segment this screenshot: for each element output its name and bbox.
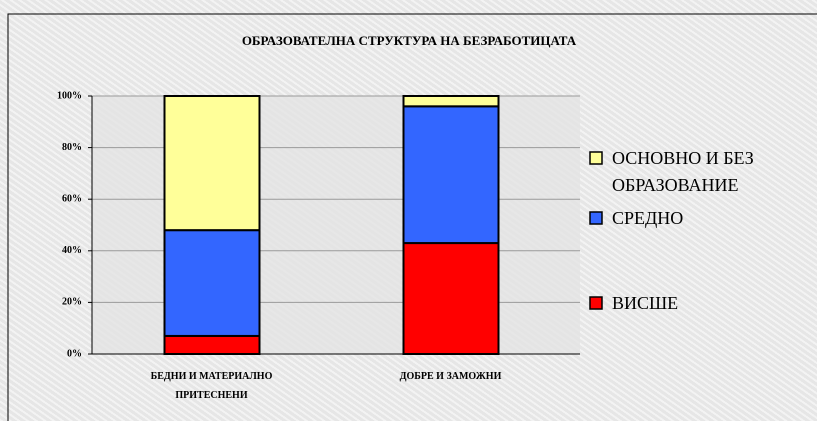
legend-label: СРЕДНО xyxy=(612,208,684,228)
chart-frame xyxy=(7,13,817,421)
y-tick-label: 20% xyxy=(62,297,82,308)
bar-segment xyxy=(163,334,261,356)
y-tick-label: 60% xyxy=(62,193,82,204)
legend-label: ВИСШЕ xyxy=(612,293,679,313)
legend-swatch xyxy=(589,211,603,225)
bar-segment xyxy=(402,95,500,108)
legend-label: ОСНОВНО И БЕЗ ОБРАЗОВАНИЕ xyxy=(612,148,754,195)
chart-title: ОБРАЗОВАТЕЛНА СТРУКТУРА НА БЕЗРАБОТИЦАТА xyxy=(242,33,577,48)
y-tick-label: 40% xyxy=(62,245,82,256)
x-tick-label: БЕДНИ И МАТЕРИАЛНО ПРИТЕСНЕНИ xyxy=(150,371,273,401)
y-tick-label: 100% xyxy=(57,90,82,101)
bar-segment xyxy=(163,95,261,232)
legend-swatch xyxy=(589,296,603,310)
x-tick-label: ДОБРЕ И ЗАМОЖНИ xyxy=(399,371,502,382)
bar-segment xyxy=(402,242,500,355)
legend-swatch xyxy=(589,151,603,165)
bar-segment xyxy=(163,229,261,337)
y-tick-label: 80% xyxy=(62,142,82,153)
bar-segment xyxy=(402,105,500,245)
y-tick-label: 0% xyxy=(67,348,82,359)
